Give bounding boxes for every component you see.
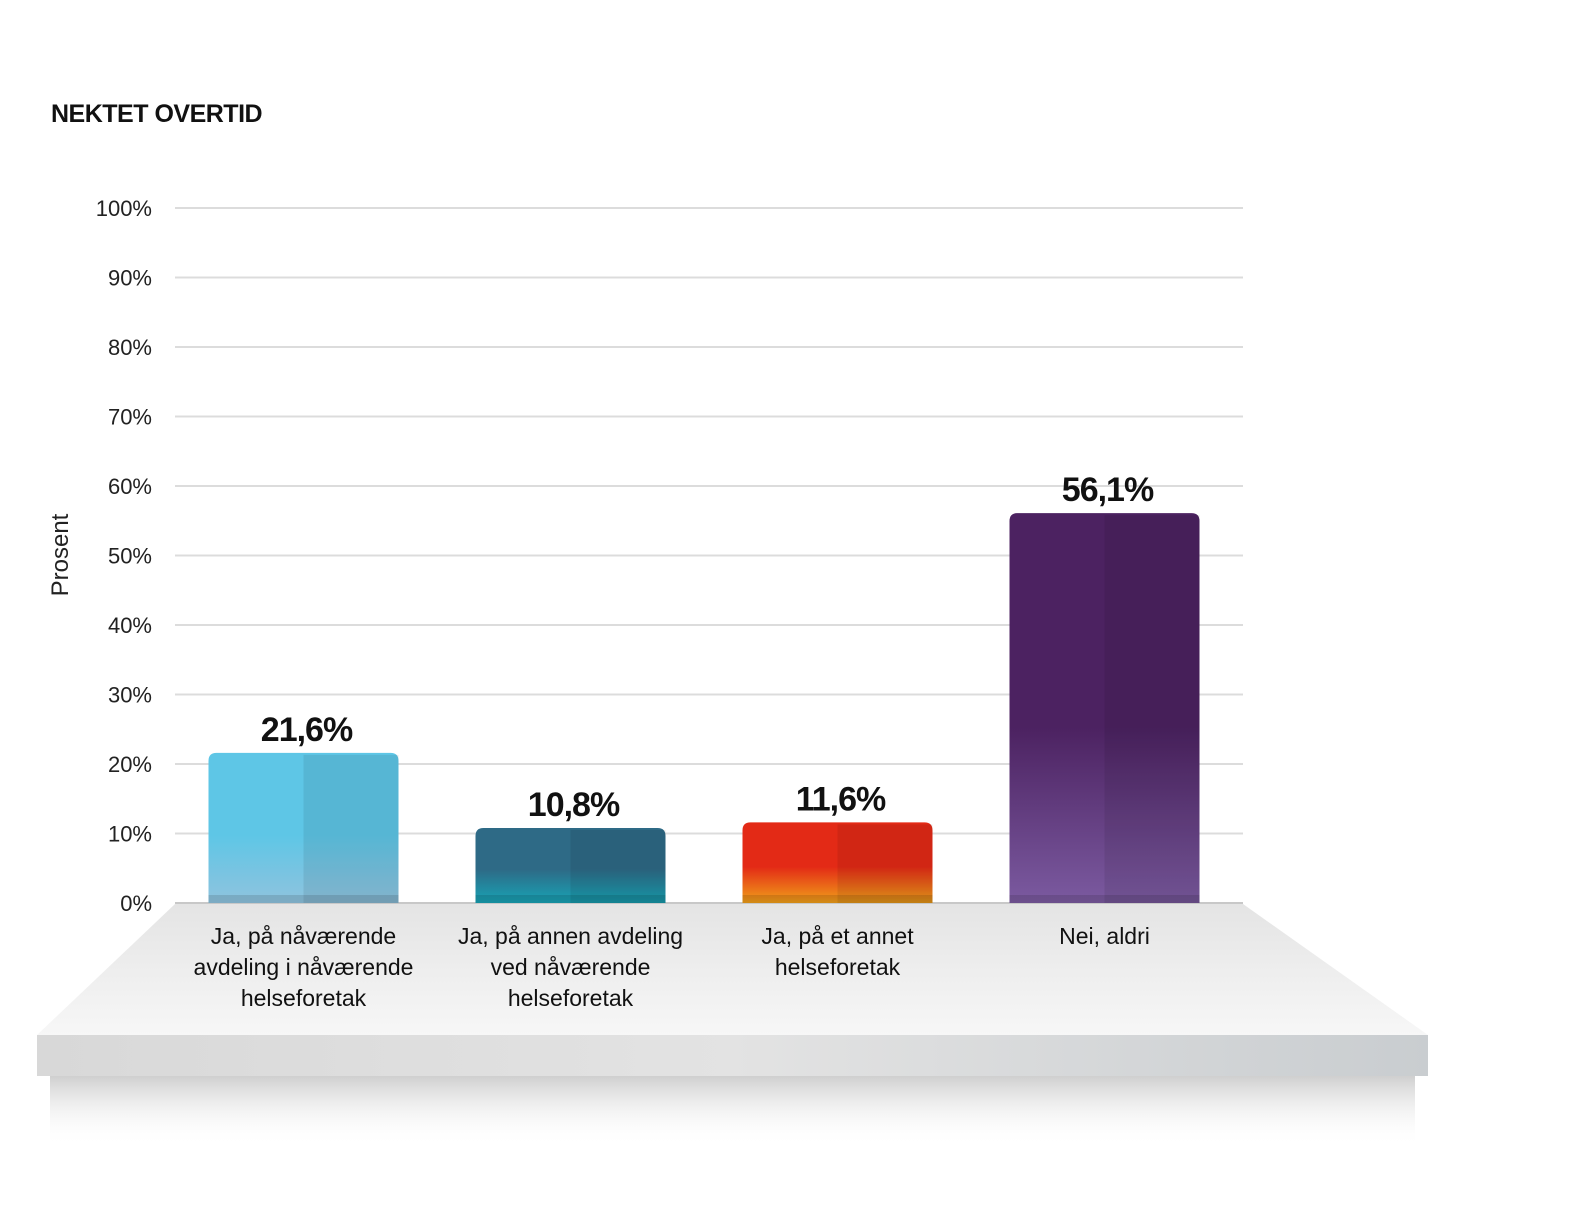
bar-shade <box>1104 515 1200 903</box>
data-label: 10,8% <box>528 786 620 824</box>
data-label: 21,6% <box>261 711 353 749</box>
bar-shade <box>570 829 666 903</box>
chart-floor-shadow <box>50 1076 1415 1146</box>
x-tick-label: Ja, på et annet helseforetak <box>761 923 914 980</box>
x-tick-label: Nei, aldri <box>1059 923 1150 949</box>
y-tick-label: 80% <box>108 335 152 360</box>
bar-base <box>475 895 666 903</box>
y-tick-label: 0% <box>120 891 152 916</box>
chart-floor <box>37 904 1428 1035</box>
bar-base <box>208 895 399 903</box>
y-tick-label: 10% <box>108 822 152 847</box>
x-tick-label: Ja, på nåværende avdeling i nåværende hels… <box>194 923 414 1011</box>
bar-base <box>1009 895 1200 903</box>
y-tick-label: 60% <box>108 474 152 499</box>
bar-shade <box>837 824 933 903</box>
bar <box>475 827 666 903</box>
bar <box>1009 513 1200 903</box>
data-label: 11,6% <box>796 780 886 818</box>
y-tick-label: 100% <box>96 196 152 221</box>
y-tick-label: 40% <box>108 613 152 638</box>
y-tick-label: 20% <box>108 752 152 777</box>
x-tick-label: Ja, på annen avdeling ved nåværende helsef… <box>458 923 683 1011</box>
bar <box>742 822 933 903</box>
chart-title: NEKTET OVERTID <box>51 100 263 128</box>
y-tick-label: 30% <box>108 683 152 708</box>
bar-shade <box>303 754 399 903</box>
chart-floor-edge <box>37 1035 1428 1076</box>
y-tick-label: 90% <box>108 266 152 291</box>
data-label: 56,1% <box>1062 471 1154 509</box>
bar <box>208 752 399 903</box>
y-tick-label: 70% <box>108 405 152 430</box>
y-tick-label: 50% <box>108 544 152 569</box>
bar-base <box>742 895 933 903</box>
